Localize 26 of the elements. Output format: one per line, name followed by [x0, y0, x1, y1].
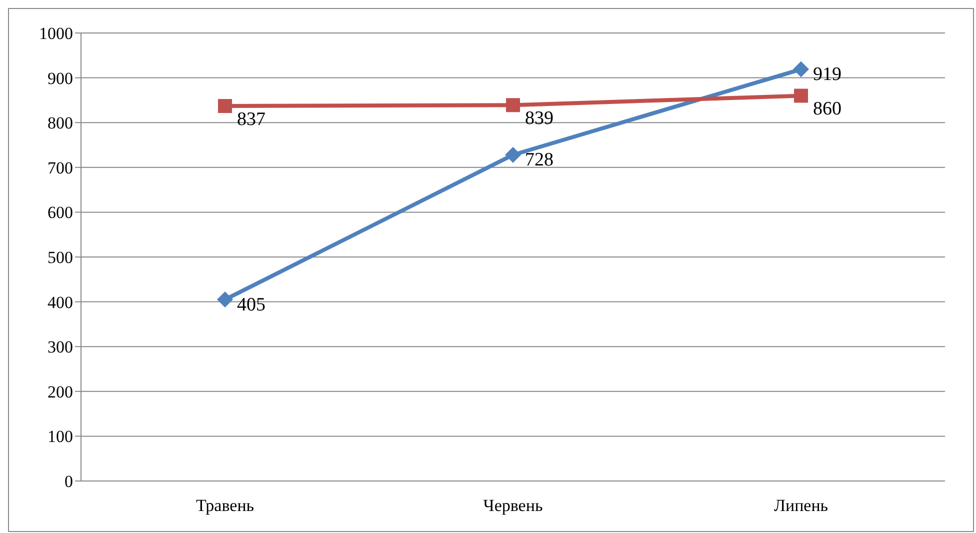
point	[218, 99, 232, 114]
data-label: 837	[237, 108, 266, 130]
point	[217, 292, 233, 308]
y-tick-label: 0	[64, 472, 73, 492]
y-tick-label: 400	[48, 292, 73, 312]
y-tick-label: 700	[48, 158, 73, 178]
x-tick-label: Травень	[196, 496, 254, 516]
y-tick-label: 1000	[39, 24, 73, 44]
data-label: 405	[237, 294, 266, 316]
data-label: 728	[525, 150, 554, 171]
y-tick-label: 600	[48, 203, 73, 222]
data-label: 839	[525, 108, 554, 129]
data-label: 919	[813, 64, 842, 86]
x-tick-label: Липень	[774, 496, 828, 516]
point	[506, 98, 520, 112]
x-tick-label: Червень	[483, 496, 543, 516]
y-tick-label: 800	[48, 114, 73, 133]
point	[505, 146, 521, 163]
y-tick-label: 300	[48, 338, 73, 357]
point	[793, 61, 809, 78]
point	[794, 88, 808, 103]
y-tick-label: 900	[48, 68, 73, 88]
data-label: 860	[813, 98, 842, 120]
y-tick-label: 500	[48, 248, 73, 268]
y-tick-label: 100	[48, 427, 73, 446]
y-tick-label: 200	[48, 382, 73, 402]
